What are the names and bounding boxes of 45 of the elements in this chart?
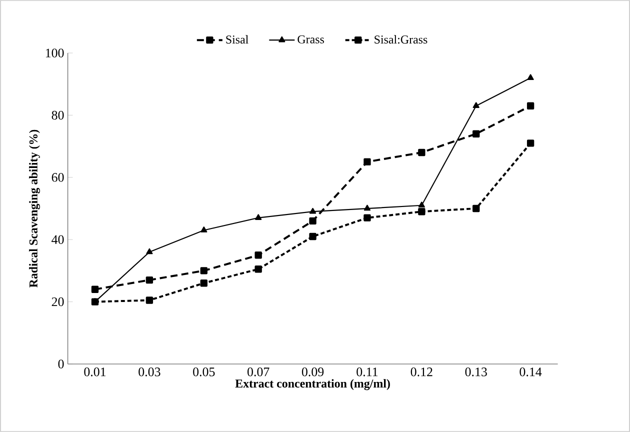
y-tick-label: 20 <box>52 297 64 306</box>
legend-label: Sisal:Grass <box>374 35 428 44</box>
x-tick-label: 0.13 <box>465 368 487 376</box>
point <box>146 276 154 284</box>
point <box>472 204 480 212</box>
legend-label: Sisal <box>226 35 248 44</box>
x-tick-label: 0.11 <box>356 368 378 376</box>
point <box>200 267 208 274</box>
point <box>255 214 262 220</box>
point <box>472 102 480 108</box>
x-tick-label: 0.14 <box>520 368 542 376</box>
x-tick-label: 0.05 <box>193 368 215 376</box>
x-tick-label: 0.09 <box>302 368 324 376</box>
point <box>146 296 154 304</box>
point <box>418 202 425 208</box>
point <box>364 204 371 211</box>
point <box>527 74 534 80</box>
point <box>364 158 371 166</box>
point <box>146 248 153 254</box>
y-axis-title: Radical Scavenging ability (%) <box>29 130 40 288</box>
point <box>254 252 262 259</box>
x-tick-label: 0.01 <box>84 368 106 376</box>
point <box>200 226 208 232</box>
point <box>526 102 534 110</box>
point <box>91 286 99 293</box>
point <box>472 130 480 138</box>
point <box>526 140 534 147</box>
x-tick-label: 0.12 <box>410 368 432 376</box>
x-axis-title: Extract concentration (mg/ml) <box>235 379 390 390</box>
y-tick-label: 60 <box>52 173 64 182</box>
y-tick-label: 80 <box>52 110 64 120</box>
point <box>309 217 316 225</box>
x-tick-label: 0.03 <box>138 368 160 376</box>
point <box>254 266 262 273</box>
y-tick-label: 0 <box>58 360 64 368</box>
point <box>309 208 316 214</box>
point <box>309 232 316 240</box>
y-tick-label: 40 <box>52 235 64 244</box>
legend-label: Grass <box>298 35 324 44</box>
x-tick-label: 0.07 <box>248 368 270 376</box>
point <box>200 280 208 287</box>
point <box>364 214 371 222</box>
point <box>418 208 426 216</box>
point <box>418 148 426 156</box>
y-tick-label: 100 <box>46 48 64 58</box>
